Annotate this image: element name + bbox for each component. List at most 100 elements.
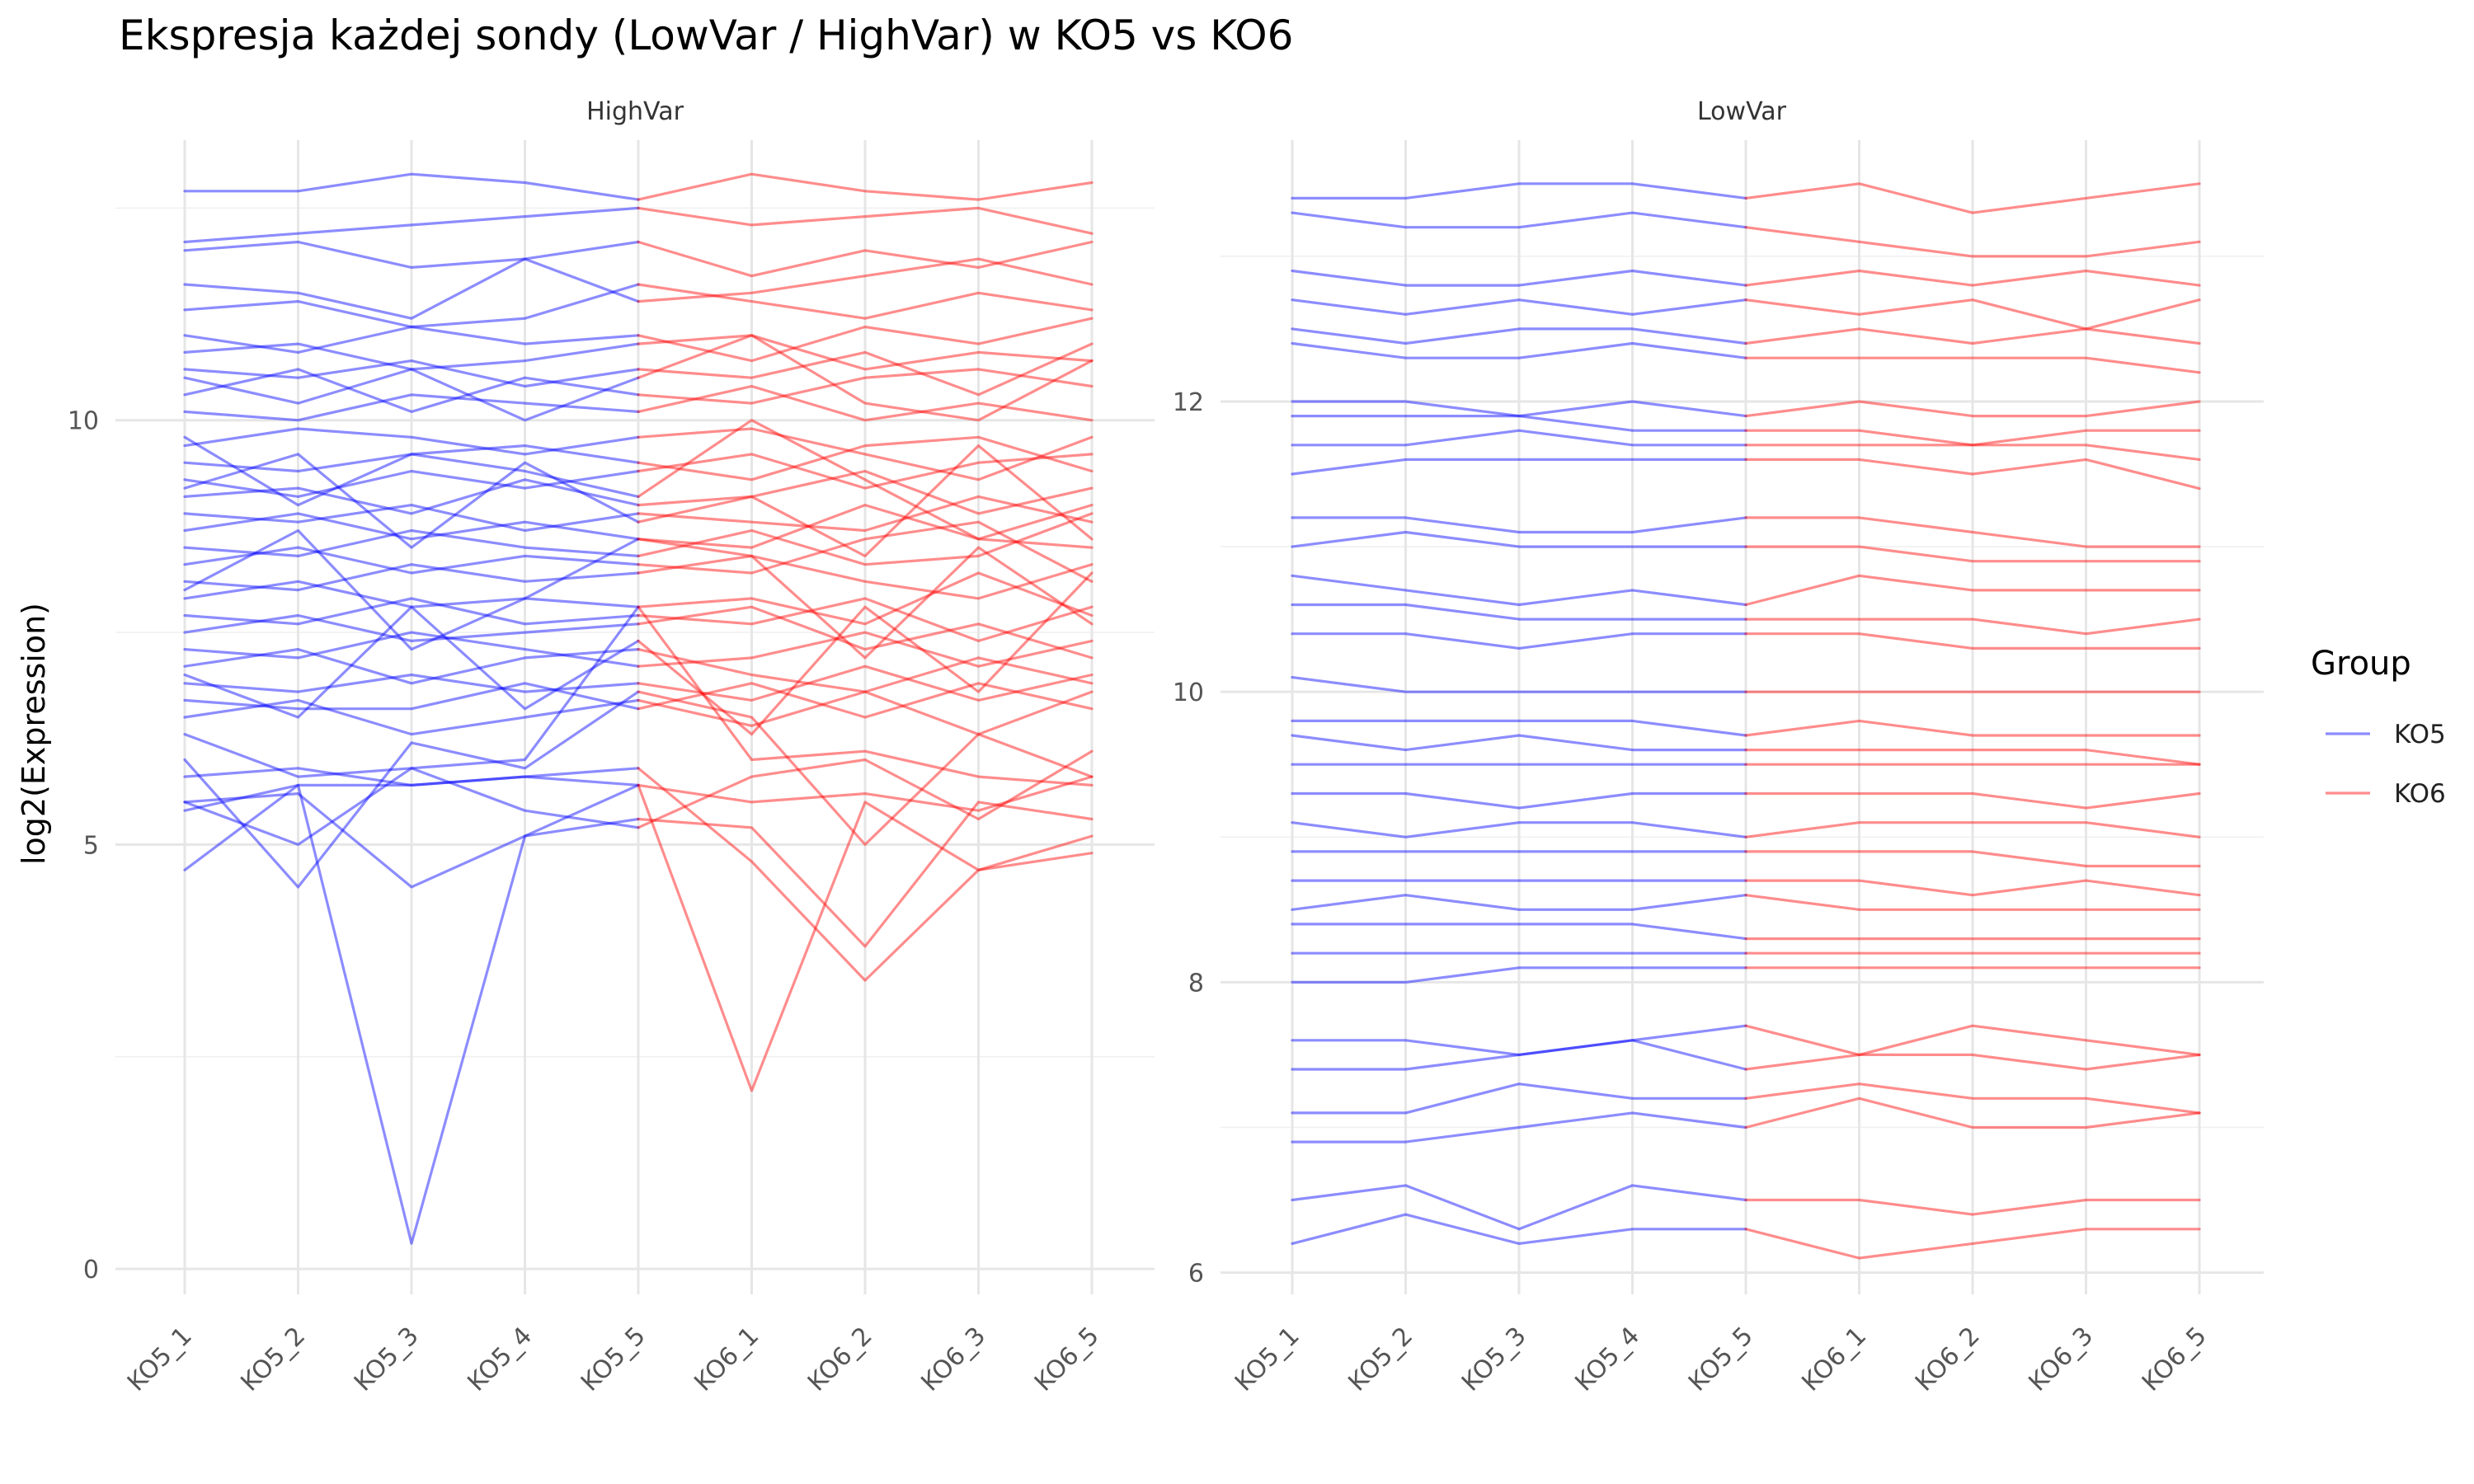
legend-label-ko5: KO5 bbox=[2394, 720, 2446, 749]
y-tick-label: 6 bbox=[1188, 1260, 1204, 1289]
probe-segment-ko6 bbox=[1744, 444, 2201, 462]
probe-line bbox=[183, 342, 1094, 397]
probe-segment-ko5 bbox=[183, 682, 640, 711]
x-tick-label: KO6_2 bbox=[1910, 1322, 1986, 1397]
probe-segment-ko6 bbox=[637, 469, 1094, 515]
probe-segment-ko5 bbox=[183, 478, 640, 515]
x-tick-label: KO5_1 bbox=[122, 1322, 198, 1397]
probe-segment-ko5 bbox=[1291, 574, 1747, 607]
probe-segment-ko5 bbox=[1291, 1082, 1747, 1115]
probe-segment-ko6 bbox=[637, 427, 1094, 481]
probe-segment-ko5 bbox=[1291, 1111, 1747, 1144]
probe-segment-ko6 bbox=[1744, 226, 2201, 258]
probe-segment-ko6 bbox=[1744, 1082, 2201, 1115]
probe-segment-ko5 bbox=[183, 528, 640, 558]
probe-line bbox=[183, 767, 1094, 982]
legend-label-ko6: KO6 bbox=[2394, 779, 2446, 809]
probe-segment-ko5 bbox=[183, 673, 640, 693]
probe-segment-ko5 bbox=[183, 528, 640, 651]
x-tick-label: KO5_3 bbox=[349, 1322, 425, 1397]
probe-segment-ko6 bbox=[1744, 545, 2201, 563]
probe-line bbox=[183, 775, 1094, 812]
probe-segment-ko6 bbox=[637, 801, 1094, 948]
probe-segment-ko6 bbox=[1744, 632, 2201, 650]
probe-segment-ko5 bbox=[1291, 327, 1747, 345]
probe-segment-ko5 bbox=[183, 690, 640, 889]
probe-segment-ko5 bbox=[1291, 821, 1747, 838]
probe-line bbox=[183, 605, 1094, 660]
y-tick-label: 10 bbox=[1173, 679, 1204, 707]
probe-line bbox=[183, 427, 1094, 481]
probe-segment-ko5 bbox=[1291, 530, 1747, 548]
probe-line bbox=[183, 571, 1094, 626]
probe-segment-ko5 bbox=[183, 427, 640, 456]
probe-line bbox=[183, 317, 1094, 363]
probe-line bbox=[1291, 632, 2201, 650]
probe-segment-ko6 bbox=[1744, 182, 2201, 214]
probe-line bbox=[183, 334, 1094, 371]
probe-line bbox=[183, 257, 1094, 320]
probe-segment-ko6 bbox=[637, 690, 1094, 847]
probe-segment-ko5 bbox=[1291, 298, 1747, 316]
probe-segment-ko6 bbox=[637, 554, 1094, 600]
probe-segment-ko6 bbox=[1744, 1053, 2201, 1071]
probe-line bbox=[183, 334, 1094, 422]
probe-line bbox=[1291, 429, 2201, 462]
x-tick-label: KO6_5 bbox=[2137, 1322, 2213, 1397]
probe-line bbox=[1291, 675, 2201, 693]
probe-line bbox=[1291, 211, 2201, 258]
probe-segment-ko6 bbox=[637, 384, 1094, 422]
probe-line bbox=[183, 690, 1094, 889]
probe-segment-ko6 bbox=[637, 605, 1094, 660]
probe-line bbox=[1291, 1184, 2201, 1231]
probe-segment-ko5 bbox=[1291, 415, 1747, 432]
probe-line bbox=[183, 206, 1094, 244]
probe-line bbox=[183, 665, 1094, 702]
probe-segment-ko5 bbox=[183, 580, 640, 608]
probe-segment-ko5 bbox=[1291, 791, 1747, 810]
probe-line bbox=[183, 435, 1094, 481]
probe-line bbox=[1291, 791, 2201, 810]
probe-line bbox=[1291, 850, 2201, 868]
y-tick-label: 0 bbox=[83, 1256, 99, 1284]
probe-segment-ko6 bbox=[1744, 574, 2201, 607]
probe-segment-ko5 bbox=[1291, 632, 1747, 650]
probe-segment-ko5 bbox=[1291, 1184, 1747, 1231]
probe-segment-ko6 bbox=[637, 682, 1094, 719]
probe-segment-ko5 bbox=[1291, 341, 1747, 359]
probe-line bbox=[183, 495, 1094, 533]
probe-segment-ko5 bbox=[183, 503, 640, 533]
probe-line bbox=[183, 554, 1094, 600]
probe-line bbox=[183, 597, 1094, 643]
probe-segment-ko6 bbox=[1744, 327, 2201, 345]
facet-strip-label: HighVar bbox=[586, 97, 684, 126]
probe-line bbox=[183, 783, 1094, 1245]
y-axis-ticks: 0 5 10 bbox=[68, 407, 99, 1284]
x-axis-ticks: KO5_1 KO5_2 KO5_3 KO5_4 KO5_5 KO6_1 KO6_2 KO6_3… bbox=[122, 1322, 1105, 1397]
probe-segment-ko5 bbox=[1291, 719, 1747, 737]
probe-segment-ko6 bbox=[1744, 516, 2201, 548]
probe-line bbox=[183, 444, 1094, 558]
probe-segment-ko5 bbox=[1291, 400, 1747, 418]
probe-segment-ko5 bbox=[183, 546, 640, 575]
probe-segment-ko6 bbox=[1744, 894, 2201, 911]
probe-segment-ko6 bbox=[1744, 1228, 2201, 1260]
probe-segment-ko5 bbox=[183, 444, 640, 473]
probe-segment-ko5 bbox=[1291, 516, 1747, 534]
probe-segment-ko6 bbox=[637, 767, 1094, 982]
probe-segment-ko6 bbox=[1744, 298, 2201, 331]
probe-line bbox=[1291, 530, 2201, 563]
probe-segment-ko5 bbox=[183, 368, 640, 413]
probe-line bbox=[1291, 574, 2201, 607]
probe-segment-ko6 bbox=[637, 368, 1094, 405]
probe-line bbox=[183, 605, 1094, 787]
y-axis-label: log2(Expression) bbox=[16, 603, 52, 865]
x-tick-label: KO5_3 bbox=[1456, 1322, 1532, 1397]
probe-segment-ko6 bbox=[637, 444, 1094, 558]
x-tick-label: KO5_4 bbox=[1569, 1322, 1645, 1397]
probe-segment-ko6 bbox=[1744, 269, 2201, 287]
probe-segment-ko6 bbox=[637, 690, 1094, 736]
